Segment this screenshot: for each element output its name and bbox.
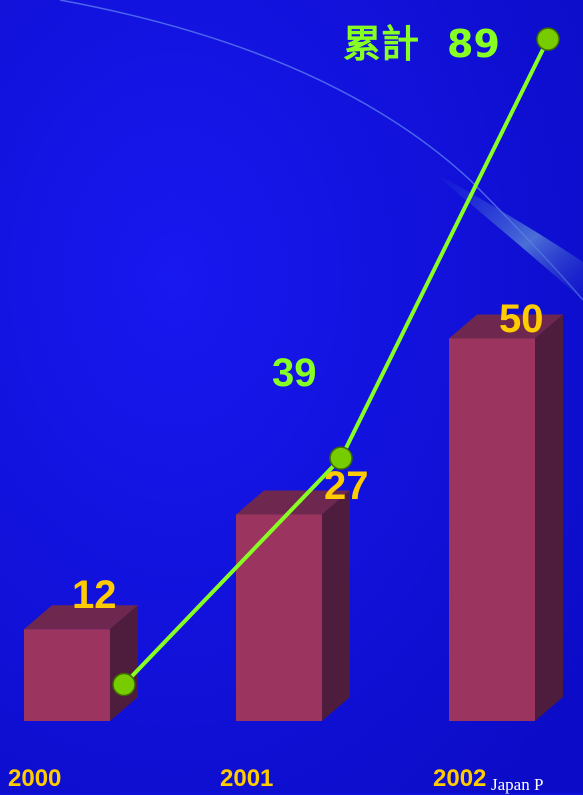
cumulative-line-layer [112, 27, 560, 697]
bar-front-2000 [24, 629, 110, 721]
x-tick-label-2002: 2002 [433, 765, 486, 792]
annual-value-label-2000: 12 [72, 573, 117, 617]
cumulative-point-2002 [536, 27, 560, 51]
cumulative-point-2000 [112, 672, 136, 697]
bar-front-2002 [449, 338, 535, 721]
annual-value-label-2001: 27 [324, 464, 369, 508]
x-tick-label-2000: 2000 [8, 765, 61, 792]
bar-side-2001 [322, 490, 350, 721]
bar-side-2002 [535, 314, 563, 721]
cumulative-total-label: 累計 89 [343, 22, 500, 66]
annual-value-label-2002: 50 [499, 297, 544, 341]
bar-2000 [24, 605, 138, 721]
bar-top-2001 [236, 490, 350, 515]
cumulative-series-label: 累計 [343, 22, 419, 66]
cumulative-value-label-2002: 89 [447, 22, 500, 66]
labels-layer: 2000 2001 2002 12 27 50 39 累計 89 [8, 22, 544, 792]
cumulative-point-2001 [329, 446, 353, 470]
x-tick-label-2001: 2001 [220, 765, 273, 792]
bar-2001 [236, 490, 350, 721]
bar-top-2000 [24, 605, 138, 630]
bar-top-2002 [449, 314, 563, 339]
bars-layer [24, 314, 563, 721]
footer-text: Japan P [491, 775, 544, 794]
bar-2002 [449, 314, 563, 721]
cumulative-value-label-2001: 39 [272, 351, 317, 395]
bar-front-2001 [236, 514, 322, 721]
